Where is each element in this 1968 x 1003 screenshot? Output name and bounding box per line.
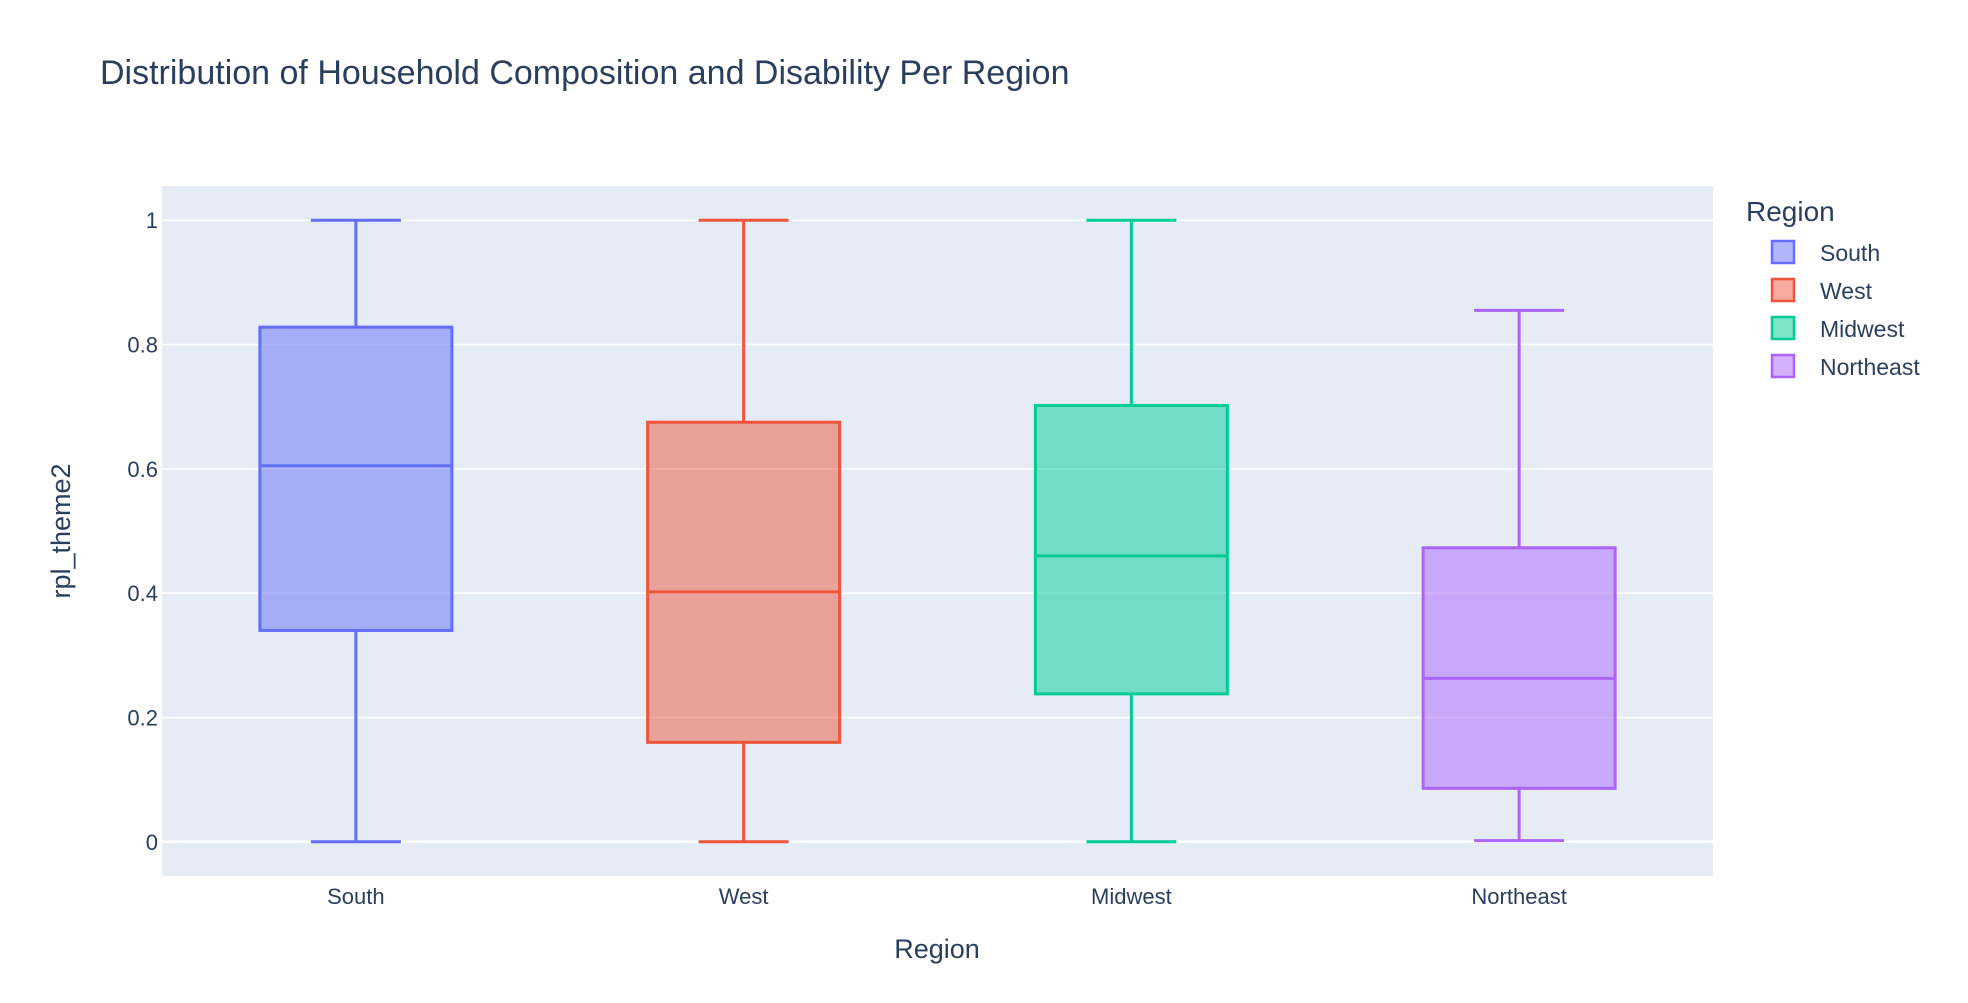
x-axis-ticks: South West Midwest Northeast (327, 884, 1567, 909)
legend-label: Northeast (1820, 354, 1920, 380)
legend-swatch (1770, 353, 1796, 379)
y-tick-label: 0.2 (127, 705, 158, 730)
y-tick-label: 1 (146, 208, 158, 233)
legend-item-northeast: Northeast (1770, 353, 1920, 380)
x-axis-title: Region (894, 934, 980, 964)
legend-item-west: West (1770, 277, 1873, 304)
y-tick-label: 0.4 (127, 581, 158, 606)
legend-title: Region (1746, 196, 1835, 227)
legend-label: Midwest (1820, 316, 1905, 342)
x-tick-label: Northeast (1471, 884, 1566, 909)
y-tick-label: 0 (146, 830, 158, 855)
legend-item-midwest: Midwest (1770, 315, 1905, 342)
legend-label: West (1820, 278, 1873, 304)
iqr-box (1421, 546, 1617, 790)
iqr-box (646, 420, 842, 744)
iqr-box (1033, 403, 1229, 696)
box-midwest (1033, 218, 1229, 844)
y-tick-label: 0.6 (127, 457, 158, 482)
x-tick-label: South (327, 884, 385, 909)
y-tick-label: 0.8 (127, 333, 158, 358)
chart-title: Distribution of Household Composition an… (100, 54, 1070, 92)
box-northeast (1421, 308, 1617, 843)
legend-item-south: South (1770, 239, 1880, 266)
y-axis-ticks: 0 0.2 0.4 0.6 0.8 1 (127, 208, 158, 855)
x-tick-label: Midwest (1091, 884, 1172, 909)
iqr-box (258, 325, 454, 632)
box-south (258, 218, 454, 844)
boxes (258, 218, 1617, 844)
box-west (646, 218, 842, 844)
legend-swatch (1770, 315, 1796, 341)
legend-label: South (1820, 240, 1880, 266)
y-axis-title: rpl_theme2 (46, 463, 76, 598)
x-tick-label: West (719, 884, 769, 909)
legend-swatch (1770, 239, 1796, 265)
legend: South West Midwest Northeast (1770, 239, 1920, 380)
legend-swatch (1770, 277, 1796, 303)
